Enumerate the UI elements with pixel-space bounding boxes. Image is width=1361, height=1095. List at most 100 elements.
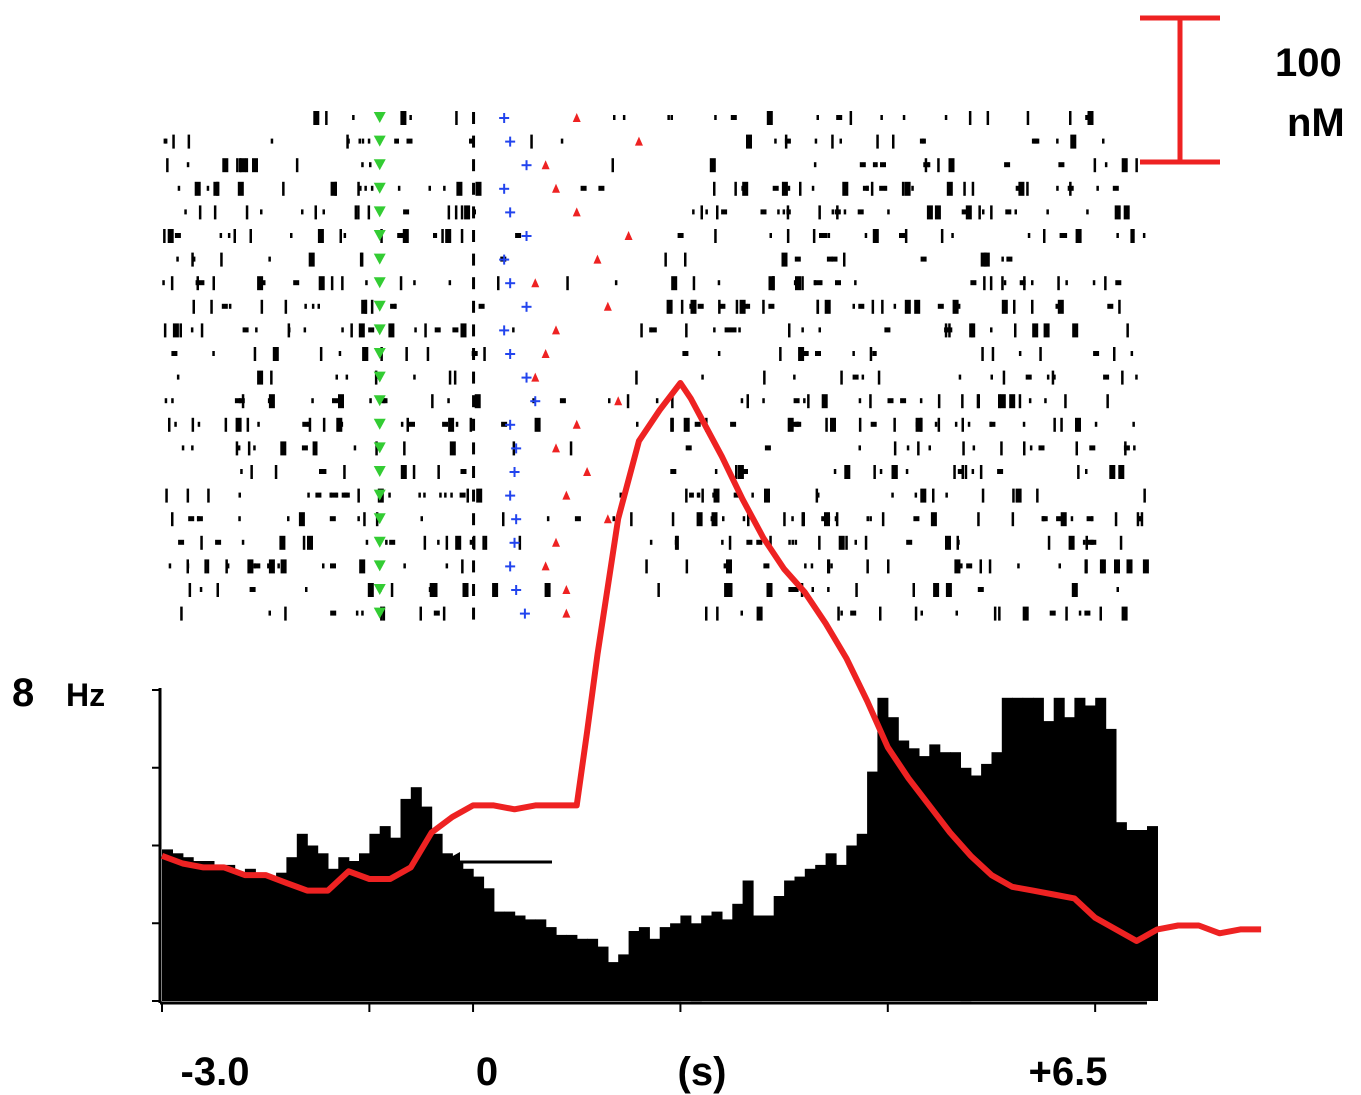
histogram-bar [659,927,671,1001]
spike-tick [854,280,857,286]
histogram-bar [1022,697,1034,1001]
spike-tick [786,229,790,243]
spike-tick [307,421,310,427]
spike-tick [1096,185,1099,191]
spike-tick [1070,516,1074,522]
spike-tick [338,351,342,356]
spike-tick [180,606,183,621]
spike-tick [968,111,972,125]
spike-tick [784,138,791,144]
spike-tick [246,417,250,432]
spike-tick [301,445,308,451]
spike-tick [858,417,862,432]
spike-tick [240,469,243,474]
spike-tick [322,563,325,569]
spike-tick [322,417,326,432]
histogram-bar [441,853,453,1001]
spike-tick [277,563,280,569]
spike-tick [855,583,858,597]
spike-tick [921,138,925,144]
spike-tick [443,185,446,191]
spike-tick [927,162,931,168]
spike-tick [1065,280,1068,286]
spike-tick [967,421,971,427]
spike-tick [492,583,499,597]
spike-tick [735,299,739,314]
spike-tick [368,327,375,333]
spike-tick [1067,185,1074,191]
spike-tick [1093,158,1097,173]
spike-tick [747,512,750,527]
spike-tick [1085,535,1088,550]
histogram-bar [535,919,547,1001]
spike-tick [814,280,821,286]
spike-tick [1043,323,1050,338]
spike-tick [339,229,342,243]
spike-tick [359,252,363,267]
spike-tick [247,559,254,574]
spike-tick [840,610,843,616]
spike-tick [772,185,779,191]
spike-tick [1011,512,1015,527]
spike-tick [1116,587,1119,592]
spike-tick [165,488,168,503]
event-b-marker [603,301,612,311]
spike-tick [459,492,466,498]
event-b-marker [552,325,560,335]
spike-tick [1109,465,1116,479]
spike-tick [716,205,719,220]
spike-tick [858,445,861,451]
spike-tick [881,512,885,527]
spike-tick [945,492,948,498]
spike-tick [222,158,229,173]
spike-tick [200,323,204,338]
spike-tick [389,539,396,545]
spike-tick [1140,512,1144,527]
spike-tick [270,370,273,385]
histogram-bar [338,857,350,1001]
spike-tick [343,233,347,238]
alignment-marker [472,536,476,549]
spike-tick [864,233,868,238]
spike-tick [1063,233,1067,238]
spike-tick [964,465,968,479]
spike-tick [676,535,679,550]
spike-tick [812,229,816,243]
spike-tick [260,209,263,215]
spike-tick [718,299,721,314]
spike-tick [713,327,716,333]
spike-tick [335,492,339,498]
spike-tick [901,233,907,238]
histogram-bar [721,919,733,1001]
spike-tick [722,516,725,522]
spike-tick [626,394,630,409]
spike-tick [319,469,325,474]
spike-tick [164,138,168,144]
spike-tick [728,535,732,550]
spike-tick [926,205,933,220]
spike-tick [280,441,287,456]
spike-tick [803,398,806,404]
spike-tick [253,445,256,451]
spike-tick [824,299,831,314]
spike-tick [740,398,744,404]
calcium-trace-line [160,380,1262,944]
spike-tick [906,445,910,451]
spike-tick [1014,209,1017,215]
spike-tick [1133,445,1136,451]
spike-tick [196,276,199,291]
spike-tick [864,535,868,550]
spike-tick [657,583,660,597]
spike-tick [893,303,897,309]
spike-tick [739,299,746,314]
spike-tick [385,398,388,404]
histogram-bar [566,934,578,1001]
spike-tick [455,421,459,427]
spike-tick [849,111,853,125]
spike-tick [1058,563,1061,569]
spike-tick [977,587,984,592]
spike-tick [284,606,287,621]
spike-tick [268,559,275,574]
spike-tick [413,374,416,380]
spike-tick [788,587,795,592]
